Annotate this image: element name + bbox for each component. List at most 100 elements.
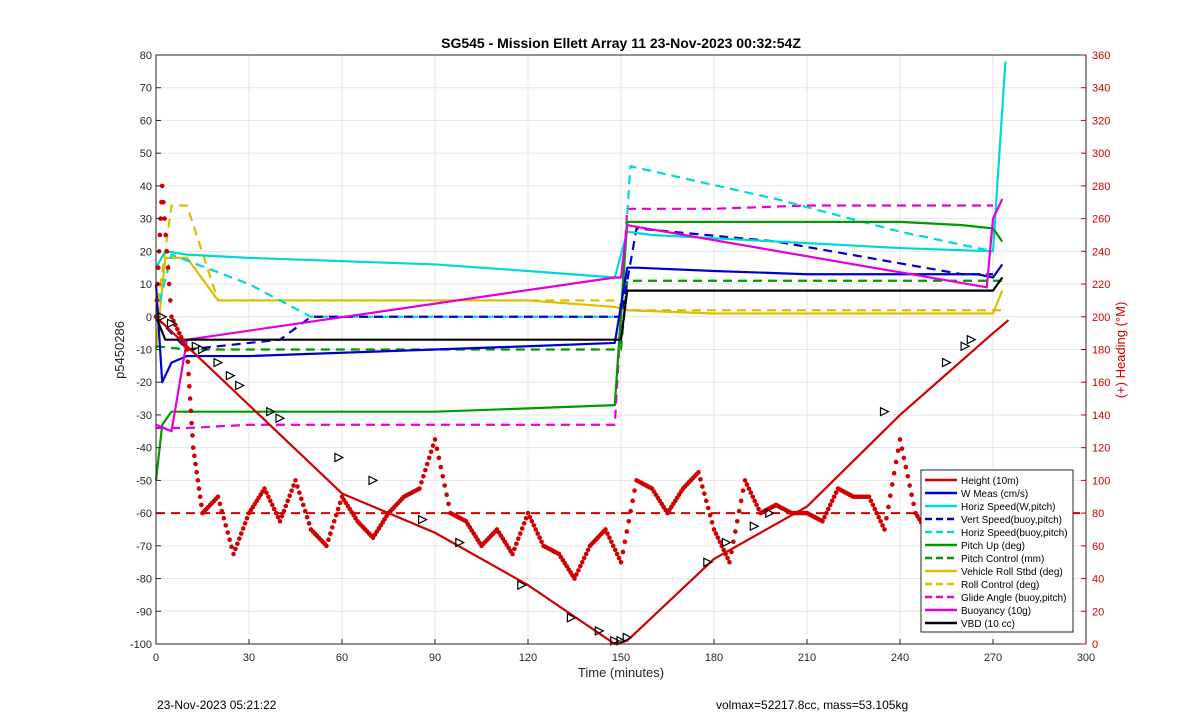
- heading-point: [868, 498, 874, 504]
- heading-point: [822, 514, 827, 520]
- heading-point: [607, 535, 612, 540]
- heading-point: [268, 498, 273, 504]
- heading-point: [574, 572, 579, 577]
- heading-point: [882, 527, 887, 532]
- y-right-tick-labels: 0 20 40 60 80 100 120 140 160 180 200 220 240 260 280 3…: [1081, 50, 1110, 651]
- y-left-tick-label: -10: [136, 345, 152, 357]
- heading-point: [269, 502, 275, 508]
- heading-point: [182, 343, 188, 348]
- dive-marker: [703, 557, 714, 568]
- heading-point: [523, 515, 529, 521]
- heading-point: [576, 568, 581, 573]
- dive-marker: [197, 344, 208, 355]
- heading-point: [242, 521, 248, 526]
- y-left-tick-label: -70: [136, 541, 152, 553]
- heading-point: [168, 298, 173, 303]
- heading-point: [195, 478, 201, 483]
- series-line: [154, 165, 994, 318]
- heading-point: [614, 551, 620, 557]
- heading-point: [240, 526, 246, 531]
- y-right-tick-label: 0: [1092, 639, 1098, 651]
- y-left-tick-label: 20: [140, 246, 152, 258]
- y-left-tick-label: -60: [136, 508, 152, 520]
- legend-label: Horiz Speed(buoy,pitch): [961, 528, 1068, 539]
- heading-point: [738, 498, 744, 504]
- heading-point: [262, 486, 267, 491]
- heading-point: [886, 504, 891, 510]
- dive-marker: [610, 635, 621, 646]
- y-right-tick-label: 160: [1092, 377, 1110, 389]
- heading-point: [820, 518, 825, 524]
- heading-point: [630, 498, 635, 504]
- dive-marker: [225, 370, 236, 381]
- legend: Height (10m) W Meas (cm/s) Horiz Speed(W,p…: [920, 469, 1074, 633]
- heading-point: [428, 449, 434, 455]
- heading-point: [417, 486, 422, 491]
- heading-point: [723, 551, 728, 557]
- heading-point: [287, 493, 292, 499]
- heading-point: [217, 501, 223, 507]
- heading-point: [264, 490, 269, 495]
- heading-point: [199, 502, 204, 508]
- y-right-tick-label: 260: [1092, 214, 1110, 226]
- y-right-tick-label: 360: [1092, 50, 1110, 62]
- heading-point: [194, 469, 199, 475]
- heading-point: [291, 483, 296, 488]
- y-left-tick-label: 0: [146, 312, 152, 324]
- heading-point: [521, 521, 527, 526]
- heading-point: [620, 549, 626, 555]
- heading-point: [237, 536, 242, 541]
- y-right-tick-label: 300: [1092, 148, 1110, 160]
- heading-point: [888, 493, 893, 499]
- x-tick-label: 150: [612, 652, 630, 664]
- heading-point: [297, 490, 302, 495]
- heading-point: [302, 508, 308, 514]
- heading-point: [616, 555, 622, 561]
- heading-point: [750, 494, 756, 500]
- x-tick-label: 270: [984, 652, 1002, 664]
- dive-marker: [966, 334, 977, 345]
- y-right-axis-label: (+) Heading (°M): [1113, 302, 1128, 399]
- heading-point: [535, 531, 540, 536]
- heading-point: [729, 549, 734, 555]
- heading-point: [537, 535, 542, 540]
- heading-point: [891, 470, 897, 476]
- heading-point: [531, 523, 537, 528]
- heading-point: [187, 384, 192, 389]
- heading-point: [897, 437, 903, 442]
- dive-marker: [334, 452, 345, 463]
- footer-timestamp: 23-Nov-2023 05:21:22: [157, 698, 277, 712]
- y-left-tick-label: -20: [136, 377, 152, 389]
- heading-point: [184, 347, 190, 352]
- y-left-tick-label: 60: [140, 115, 152, 127]
- heading-point: [911, 501, 916, 507]
- heading-point: [612, 547, 618, 553]
- heading-point: [442, 483, 447, 488]
- legend-label: Vert Speed(buoy,pitch): [961, 515, 1062, 526]
- y-left-tick-label: 40: [140, 181, 152, 193]
- heading-point: [279, 513, 285, 519]
- y-left-tick-label: -80: [136, 574, 152, 586]
- heading-point: [180, 339, 186, 344]
- heading-point: [742, 478, 748, 483]
- heading-point: [585, 547, 591, 553]
- heading-point: [529, 518, 535, 524]
- y-right-tick-label: 140: [1092, 410, 1110, 422]
- heading-point: [901, 455, 907, 461]
- y-left-tick-label: 80: [140, 50, 152, 62]
- y-right-tick-label: 120: [1092, 443, 1110, 455]
- heading-point: [696, 469, 701, 475]
- heading-point: [717, 539, 723, 545]
- heading-point: [872, 506, 878, 512]
- heading-point: [734, 518, 740, 524]
- y-right-tick-label: 320: [1092, 115, 1110, 127]
- y-left-tick-label: -50: [136, 475, 152, 487]
- x-tick-label: 90: [429, 652, 441, 664]
- y-left-tick-label: -30: [136, 410, 152, 422]
- legend-label: Roll Control (deg): [961, 580, 1039, 591]
- heading-point: [903, 464, 909, 470]
- x-tick-label: 180: [705, 652, 723, 664]
- y-left-tick-label: 30: [140, 214, 152, 226]
- heading-point: [707, 512, 713, 518]
